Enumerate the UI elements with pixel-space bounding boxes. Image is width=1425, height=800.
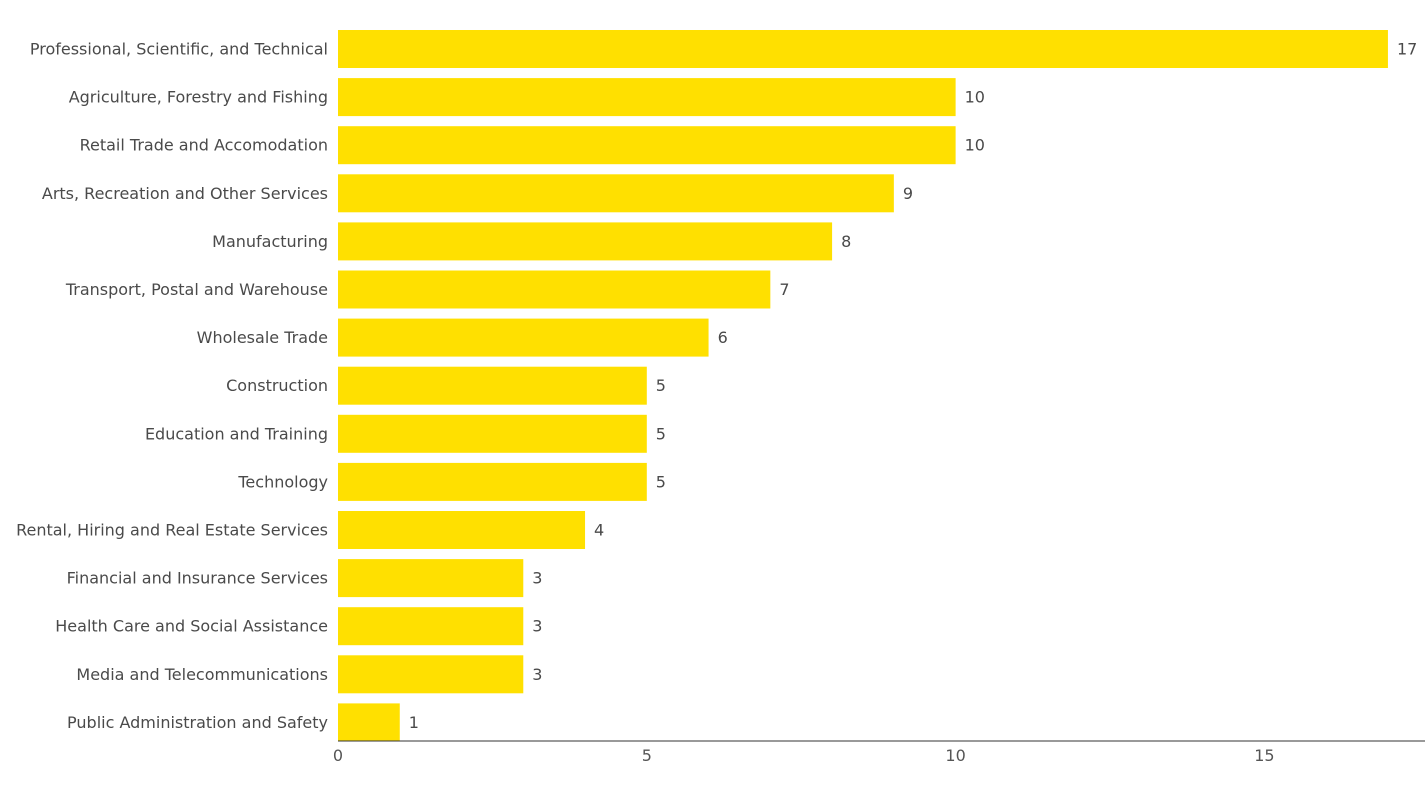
bar-6[interactable] — [338, 318, 709, 357]
value-label: 5 — [656, 376, 666, 395]
value-labels: 17 10 10 9 8 7 6 5 5 5 4 3 3 3 1 — [409, 40, 1418, 732]
category-label: Manufacturing — [212, 232, 328, 251]
value-label: 9 — [903, 184, 913, 203]
value-label: 3 — [532, 665, 542, 684]
value-label: 6 — [718, 328, 728, 347]
bar-8[interactable] — [338, 414, 647, 453]
bar-13[interactable] — [338, 655, 524, 694]
category-label: Rental, Hiring and Real Estate Services — [16, 521, 328, 540]
bar-0[interactable] — [338, 30, 1388, 68]
x-tick-label: 0 — [333, 746, 343, 765]
x-tick-label: 15 — [1254, 746, 1274, 765]
category-label: Construction — [226, 376, 328, 395]
category-label: Arts, Recreation and Other Services — [42, 184, 328, 203]
bars-layer — [338, 30, 1388, 742]
value-label: 10 — [965, 136, 985, 155]
bar-1[interactable] — [338, 78, 956, 117]
x-tick-label: 5 — [642, 746, 652, 765]
category-labels: Professional, Scientific, and Technical A… — [16, 40, 328, 732]
category-label: Wholesale Trade — [197, 328, 328, 347]
category-label: Public Administration and Safety — [67, 713, 328, 732]
x-axis: 0 5 10 15 — [333, 740, 1425, 765]
value-label: 5 — [656, 472, 666, 491]
value-label: 1 — [409, 713, 419, 732]
value-label: 4 — [594, 521, 604, 540]
bar-14[interactable] — [338, 703, 400, 742]
category-label: Technology — [237, 472, 328, 491]
category-label: Financial and Insurance Services — [67, 569, 328, 588]
value-label: 5 — [656, 424, 666, 443]
value-label: 8 — [841, 232, 851, 251]
value-label: 10 — [965, 88, 985, 107]
category-label: Retail Trade and Accomodation — [80, 136, 328, 155]
value-label: 3 — [532, 617, 542, 636]
bar-5[interactable] — [338, 270, 771, 309]
x-tick-label: 10 — [945, 746, 965, 765]
bar-10[interactable] — [338, 511, 586, 549]
category-label: Media and Telecommunications — [76, 665, 328, 684]
bar-9[interactable] — [338, 462, 647, 501]
category-label: Health Care and Social Assistance — [55, 617, 328, 636]
category-label: Professional, Scientific, and Technical — [30, 40, 328, 59]
category-label: Transport, Postal and Warehouse — [65, 280, 328, 299]
bar-4[interactable] — [338, 222, 833, 261]
value-label: 17 — [1397, 40, 1417, 59]
value-label: 3 — [532, 569, 542, 588]
category-label: Education and Training — [145, 424, 328, 443]
bar-3[interactable] — [338, 174, 894, 213]
value-label: 7 — [779, 280, 789, 299]
bar-2[interactable] — [338, 126, 956, 165]
bar-12[interactable] — [338, 607, 524, 646]
bar-11[interactable] — [338, 559, 524, 598]
bar-7[interactable] — [338, 366, 647, 405]
category-label: Agriculture, Forestry and Fishing — [69, 88, 328, 107]
